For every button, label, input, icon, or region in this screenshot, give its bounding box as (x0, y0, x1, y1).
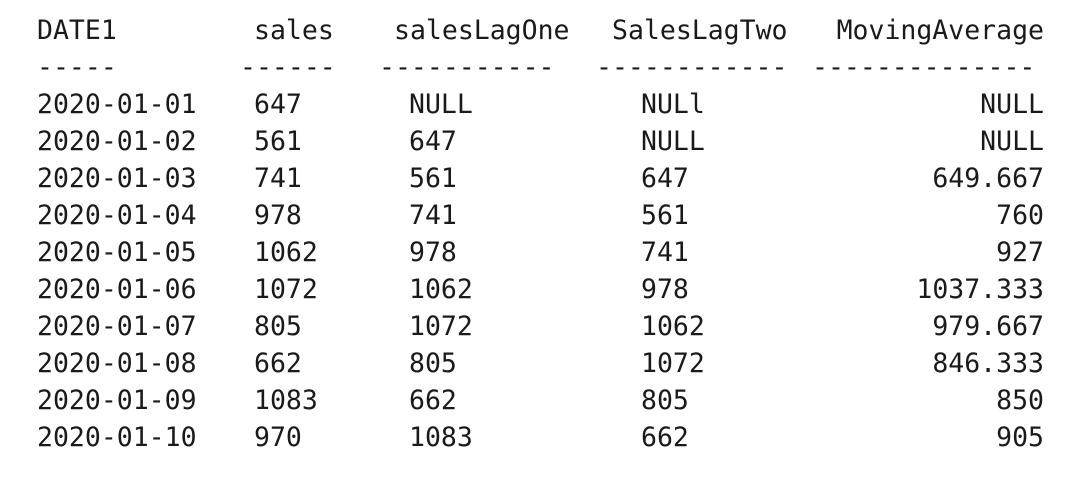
cell-sales: 1062 (254, 237, 318, 268)
cell-sales: 647 (254, 89, 302, 120)
cell-date1: 2020-01-07 (37, 311, 197, 342)
cell-sales-lag-two: 662 (641, 422, 689, 453)
cell-sales-lag-one: 805 (409, 348, 457, 379)
cell-date1: 2020-01-10 (37, 422, 197, 453)
cell-date1: 2020-01-05 (37, 237, 197, 268)
cell-sales: 561 (254, 126, 302, 157)
cell-sales-lag-two: 1072 (641, 348, 705, 379)
cell-date1: 2020-01-08 (37, 348, 197, 379)
cell-sales-lag-one: 662 (409, 385, 457, 416)
cell-sales-lag-one: 647 (409, 126, 457, 157)
cell-date1: 2020-01-02 (37, 126, 197, 157)
cell-sales-lag-two: 978 (641, 274, 689, 305)
cell-sales-lag-one: 1062 (409, 274, 473, 305)
cell-date1: 2020-01-01 (37, 89, 197, 120)
cell-moving-average: 927 (996, 237, 1044, 268)
cell-sales: 805 (254, 311, 302, 342)
cell-sales-lag-one: NULL (409, 89, 473, 120)
table-row: 2020-01-05 1062 978 741 927 (0, 234, 1084, 271)
cell-sales-lag-two: 805 (641, 385, 689, 416)
separator-date1: ----- (37, 52, 117, 83)
cell-moving-average: 1037.333 (916, 274, 1044, 305)
cell-sales: 978 (254, 200, 302, 231)
table-row: 2020-01-04 978 741 561 760 (0, 197, 1084, 234)
cell-sales: 662 (254, 348, 302, 379)
table-row: 2020-01-03 741 561 647 649.667 (0, 160, 1084, 197)
column-header-sales: sales (254, 15, 334, 46)
cell-sales: 741 (254, 163, 302, 194)
cell-sales-lag-two: 647 (641, 163, 689, 194)
separator-row: ----- ------ ----------- ------------ --… (0, 49, 1084, 86)
cell-date1: 2020-01-09 (37, 385, 197, 416)
cell-sales-lag-one: 1083 (409, 422, 473, 453)
column-header-sales-lag-one: salesLagOne (394, 15, 570, 46)
cell-sales-lag-two: NULL (641, 126, 705, 157)
cell-sales-lag-one: 1072 (409, 311, 473, 342)
separator-sales: ------ (240, 52, 336, 83)
separator-moving-average: -------------- (812, 52, 1036, 83)
cell-sales: 1072 (254, 274, 318, 305)
column-header-moving-average: MovingAverage (836, 15, 1044, 46)
table-row: 2020-01-08 662 805 1072 846.333 (0, 345, 1084, 382)
cell-moving-average: 649.667 (932, 163, 1044, 194)
column-header-sales-lag-two: SalesLagTwo (612, 15, 788, 46)
cell-moving-average: 760 (996, 200, 1044, 231)
table-row: 2020-01-02 561 647 NULL NULL (0, 123, 1084, 160)
cell-sales-lag-two: NULl (641, 89, 705, 120)
cell-date1: 2020-01-04 (37, 200, 197, 231)
cell-sales-lag-two: 741 (641, 237, 689, 268)
cell-moving-average: NULL (980, 126, 1044, 157)
cell-moving-average: 846.333 (932, 348, 1044, 379)
table-row: 2020-01-07 805 1072 1062 979.667 (0, 308, 1084, 345)
cell-moving-average: 850 (996, 385, 1044, 416)
table-row: 2020-01-06 1072 1062 978 1037.333 (0, 271, 1084, 308)
table-row: 2020-01-10 970 1083 662 905 (0, 419, 1084, 456)
header-row: DATE1 sales salesLagOne SalesLagTwo Movi… (0, 12, 1084, 49)
cell-sales-lag-two: 1062 (641, 311, 705, 342)
separator-sales-lag-two: ------------ (596, 52, 788, 83)
cell-sales-lag-one: 561 (409, 163, 457, 194)
cell-date1: 2020-01-03 (37, 163, 197, 194)
cell-sales-lag-one: 741 (409, 200, 457, 231)
separator-sales-lag-one: ----------- (379, 52, 555, 83)
cell-moving-average: NULL (980, 89, 1044, 120)
cell-sales-lag-one: 978 (409, 237, 457, 268)
cell-moving-average: 905 (996, 422, 1044, 453)
cell-moving-average: 979.667 (932, 311, 1044, 342)
cell-sales: 1083 (254, 385, 318, 416)
column-header-date1: DATE1 (37, 15, 117, 46)
cell-date1: 2020-01-06 (37, 274, 197, 305)
table-row: 2020-01-09 1083 662 805 850 (0, 382, 1084, 419)
cell-sales-lag-two: 561 (641, 200, 689, 231)
cell-sales: 970 (254, 422, 302, 453)
table-row: 2020-01-01 647 NULL NULl NULL (0, 86, 1084, 123)
